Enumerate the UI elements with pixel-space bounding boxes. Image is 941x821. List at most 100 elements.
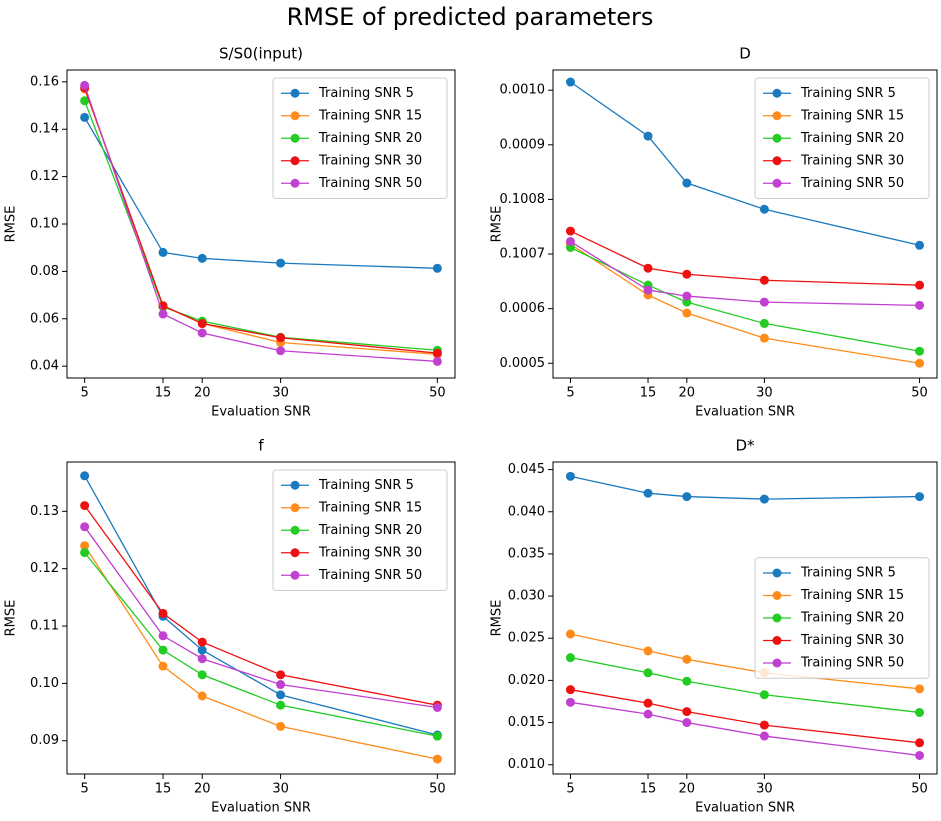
x-tick-label: 30 xyxy=(756,386,773,401)
axes-title: D xyxy=(739,45,751,63)
data-point xyxy=(158,645,168,655)
data-point xyxy=(682,718,692,728)
data-point xyxy=(197,253,207,263)
y-tick-label: 0.0009 xyxy=(500,137,546,152)
data-point xyxy=(682,308,692,318)
data-point xyxy=(915,300,925,310)
data-point xyxy=(759,275,769,285)
x-tick-label: 50 xyxy=(429,386,446,401)
y-tick-label: 0.10 xyxy=(30,676,59,691)
legend-label: Training SNR 15 xyxy=(318,108,422,123)
legend-label: Training SNR 15 xyxy=(800,108,904,123)
data-point xyxy=(682,676,692,686)
data-point xyxy=(276,680,286,690)
x-tick-label: 20 xyxy=(194,782,211,797)
data-point xyxy=(276,700,286,710)
y-tick-label: 0.08 xyxy=(30,264,59,279)
data-point xyxy=(197,670,207,680)
x-tick-label: 15 xyxy=(640,782,657,797)
data-point xyxy=(682,269,692,279)
data-point xyxy=(158,309,168,319)
y-tick-label: 0.1007 xyxy=(500,247,546,262)
data-point xyxy=(915,750,925,760)
data-point xyxy=(759,720,769,730)
data-point xyxy=(565,236,575,246)
y-tick-label: 0.1008 xyxy=(500,192,546,207)
data-point xyxy=(276,721,286,731)
data-point xyxy=(759,333,769,343)
legend-label: Training SNR 20 xyxy=(800,611,904,626)
axes-title: S/S0(input) xyxy=(219,45,303,63)
axes-frame xyxy=(552,69,938,379)
y-tick-label: 0.0010 xyxy=(500,83,546,98)
data-point xyxy=(565,685,575,695)
legend-box xyxy=(272,77,448,199)
axes-title: f xyxy=(258,437,264,455)
data-point xyxy=(432,731,442,741)
x-tick-label: 15 xyxy=(155,386,172,401)
data-point xyxy=(643,668,653,678)
data-point xyxy=(682,707,692,717)
y-tick-label: 0.015 xyxy=(508,715,545,730)
axes-title: D* xyxy=(735,437,755,455)
x-tick-label: 20 xyxy=(194,386,211,401)
data-point xyxy=(197,637,207,647)
legend-marker xyxy=(290,525,300,535)
y-tick-label: 0.14 xyxy=(30,122,59,137)
data-point xyxy=(565,226,575,236)
legend-label: Training SNR 30 xyxy=(318,153,422,168)
legend-label: Training SNR 5 xyxy=(318,478,414,493)
legend-marker xyxy=(290,156,300,166)
legend-marker xyxy=(772,111,782,121)
data-point xyxy=(643,263,653,273)
y-tick-label: 0.035 xyxy=(508,546,545,561)
y-tick-label: 0.04 xyxy=(30,359,59,374)
y-tick-label: 0.030 xyxy=(508,589,545,604)
data-point xyxy=(682,654,692,664)
x-tick-label: 5 xyxy=(566,386,574,401)
legend-label: Training SNR 50 xyxy=(800,656,904,671)
data-point xyxy=(643,646,653,656)
data-point xyxy=(432,702,442,712)
data-point xyxy=(197,328,207,338)
y-axis-label: RMSE xyxy=(4,600,19,637)
data-point xyxy=(565,653,575,663)
legend-label: Training SNR 50 xyxy=(318,568,422,583)
legend-marker xyxy=(290,88,300,98)
y-tick-label: 0.13 xyxy=(30,504,59,519)
legend-box xyxy=(272,469,448,591)
legend-marker xyxy=(772,568,782,578)
data-point xyxy=(276,258,286,268)
series-line xyxy=(570,230,920,286)
x-tick-label: 5 xyxy=(80,782,88,797)
legend-marker xyxy=(772,133,782,143)
legend-marker xyxy=(772,156,782,166)
legend-box xyxy=(754,77,930,199)
data-point xyxy=(565,471,575,481)
x-axis-label: Evaluation SNR xyxy=(211,801,311,816)
x-tick-label: 20 xyxy=(679,782,696,797)
data-point xyxy=(915,358,925,368)
data-point xyxy=(915,280,925,290)
x-tick-label: 50 xyxy=(911,782,928,797)
legend-marker xyxy=(290,570,300,580)
data-point xyxy=(197,654,207,664)
data-point xyxy=(682,492,692,502)
series-line xyxy=(570,246,920,352)
data-point xyxy=(80,80,90,90)
legend-label: Training SNR 50 xyxy=(318,176,422,191)
legend-marker xyxy=(290,548,300,558)
data-point xyxy=(915,707,925,717)
data-point xyxy=(643,131,653,141)
data-point xyxy=(158,247,168,257)
data-point xyxy=(158,661,168,671)
legend-marker xyxy=(290,111,300,121)
data-point xyxy=(80,112,90,122)
data-point xyxy=(432,263,442,273)
data-point xyxy=(565,77,575,87)
data-point xyxy=(915,346,925,356)
data-point xyxy=(432,754,442,764)
legend-marker xyxy=(772,88,782,98)
data-point xyxy=(80,96,90,106)
